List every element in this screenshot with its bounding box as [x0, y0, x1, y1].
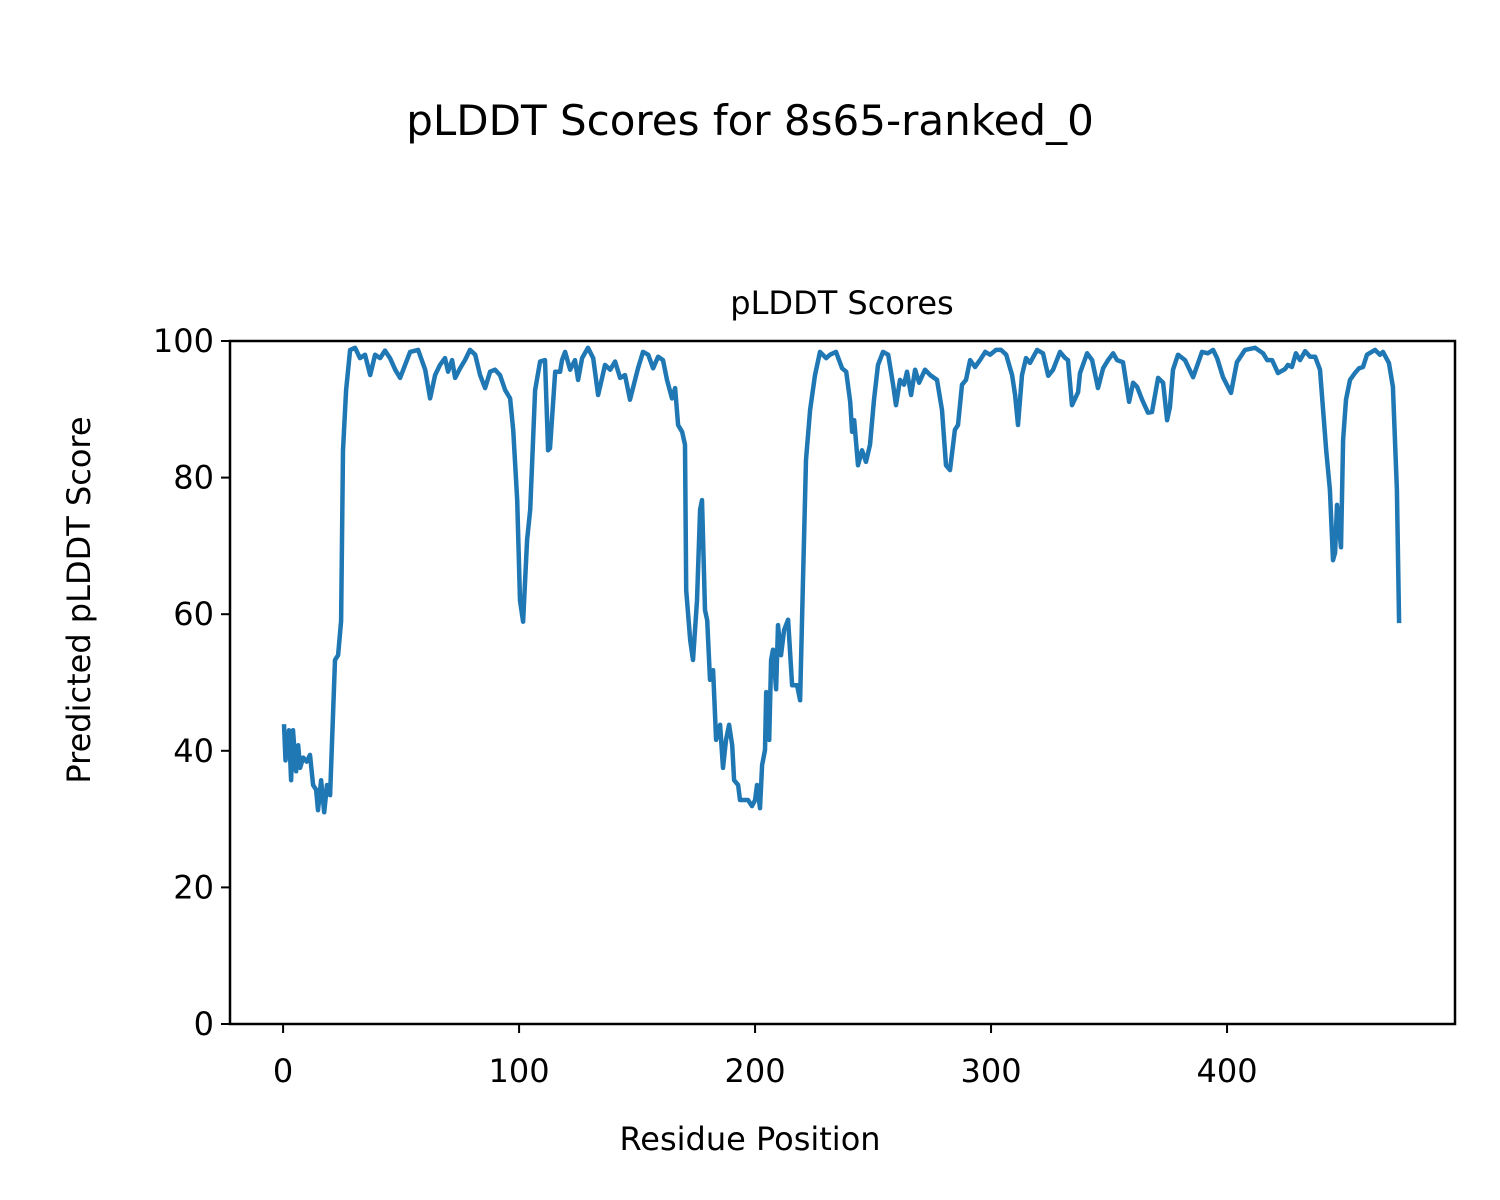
x-tick-label: 400 [1196, 1052, 1257, 1090]
y-tick-label: 100 [153, 322, 214, 360]
figure-title: pLDDT Scores for 8s65-ranked_0 [406, 96, 1094, 145]
y-tick-label: 80 [173, 459, 214, 497]
y-tick-label: 60 [173, 595, 214, 633]
axis-ticks: 0 100 200 300 400 0 20 40 60 80 100 [153, 322, 1258, 1090]
axes-title: pLDDT Scores [730, 284, 953, 322]
plddt-line [281, 345, 1402, 815]
x-axis-label: Residue Position [619, 1120, 880, 1158]
y-tick-label: 0 [194, 1005, 214, 1043]
plot-frame [228, 339, 1457, 1026]
x-tick-label: 300 [961, 1052, 1022, 1090]
y-tick-label: 20 [173, 868, 214, 906]
x-tick-label: 0 [273, 1052, 293, 1090]
y-tick-label: 40 [173, 732, 214, 770]
y-axis-label: Predicted pLDDT Score [60, 416, 98, 783]
x-tick-label: 200 [725, 1052, 786, 1090]
x-tick-label: 100 [489, 1052, 550, 1090]
